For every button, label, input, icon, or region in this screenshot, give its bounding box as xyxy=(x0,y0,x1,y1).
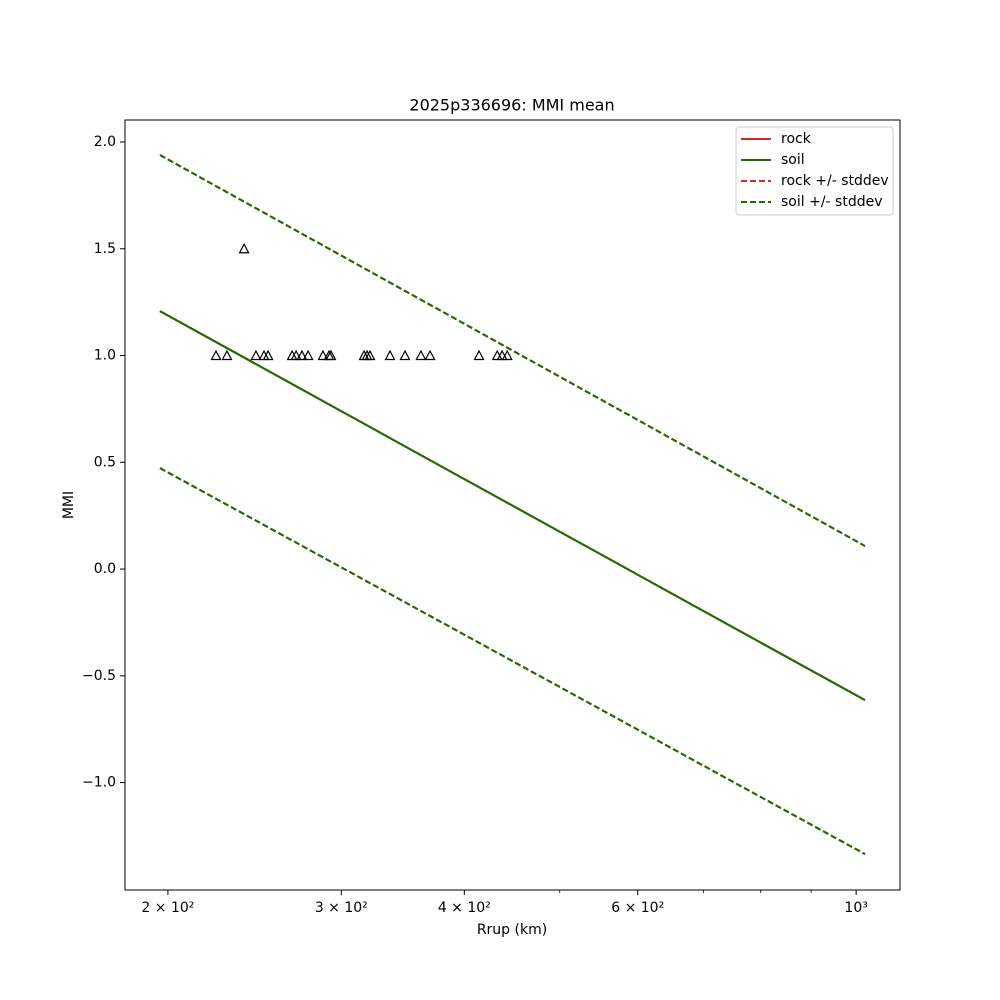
x-tick-label: 6 × 10² xyxy=(611,900,664,916)
station-marker xyxy=(364,349,376,361)
legend-label: soil +/- stddev xyxy=(781,194,883,210)
station-marker xyxy=(296,349,308,361)
y-tick-label: 2.0 xyxy=(94,134,116,150)
chart-title: 2025p336696: MMI mean xyxy=(409,96,614,115)
plot-area xyxy=(159,154,866,856)
station-marker xyxy=(424,349,436,361)
station-marker xyxy=(317,349,329,361)
legend-label: soil xyxy=(781,152,805,168)
station-marker xyxy=(238,242,250,254)
x-tick-label: 4 × 10² xyxy=(438,900,491,916)
legend-box xyxy=(735,126,894,216)
y-tick-label: −0.5 xyxy=(82,668,116,684)
station-marker xyxy=(501,349,513,361)
y-axis-label: MMI xyxy=(61,491,77,519)
station-marker xyxy=(221,349,233,361)
axes-frame xyxy=(124,119,901,891)
y-tick-label: −1.0 xyxy=(82,775,116,791)
y-tick-label: 1.5 xyxy=(94,241,116,257)
station-marker xyxy=(210,349,222,361)
legend-label: rock +/- stddev xyxy=(781,173,889,189)
station-marker xyxy=(302,349,314,361)
y-tick-label: 0.5 xyxy=(94,454,116,470)
station-marker xyxy=(384,349,396,361)
x-tick-label: 3 × 10² xyxy=(315,900,368,916)
series-line xyxy=(159,154,866,547)
y-tick-label: 0.0 xyxy=(94,561,116,577)
series-line xyxy=(159,467,866,856)
x-axis-label: Rrup (km) xyxy=(477,922,547,938)
x-tick-label: 2 × 10² xyxy=(141,900,194,916)
station-marker xyxy=(262,349,274,361)
x-tick-label: 10³ xyxy=(844,900,867,916)
station-marker xyxy=(325,349,337,361)
series-line xyxy=(159,310,866,702)
y-tick-label: 1.0 xyxy=(94,348,116,364)
station-marker xyxy=(290,349,302,361)
station-marker xyxy=(473,349,485,361)
station-marker xyxy=(399,349,411,361)
legend-label: rock xyxy=(781,131,812,147)
station-marker xyxy=(250,349,262,361)
station-marker xyxy=(415,349,427,361)
